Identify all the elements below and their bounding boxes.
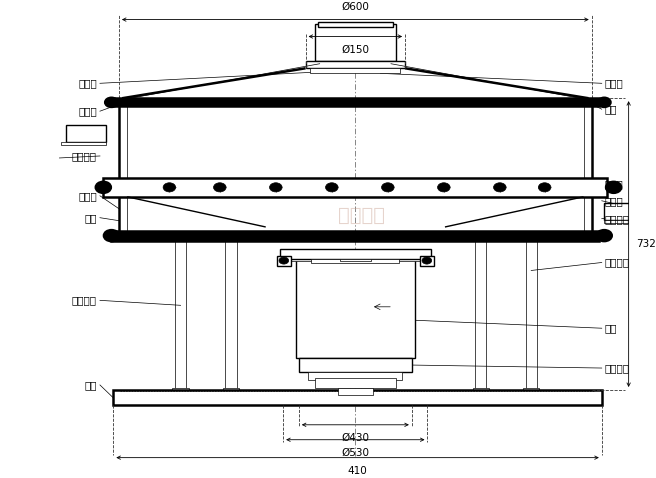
Circle shape — [598, 98, 611, 107]
Bar — [306, 61, 405, 68]
Bar — [112, 98, 599, 107]
Circle shape — [325, 183, 338, 192]
Bar — [299, 358, 412, 372]
Text: Ø150: Ø150 — [341, 45, 369, 55]
Text: Ø600: Ø600 — [341, 1, 369, 11]
Circle shape — [606, 182, 621, 193]
Circle shape — [105, 98, 117, 107]
Circle shape — [279, 257, 289, 264]
Bar — [523, 388, 539, 393]
Text: 弹跳球: 弹跳球 — [605, 196, 624, 206]
Bar — [308, 372, 402, 380]
Text: 410: 410 — [348, 466, 367, 476]
Bar — [604, 220, 650, 223]
Text: 732: 732 — [636, 239, 656, 249]
Bar — [420, 256, 434, 266]
Circle shape — [270, 183, 282, 192]
Text: 上框: 上框 — [605, 104, 617, 114]
Text: 防尘盖: 防尘盖 — [78, 78, 97, 88]
Bar — [472, 388, 489, 393]
Text: 进料口: 进料口 — [605, 78, 624, 88]
Bar — [103, 178, 607, 197]
Bar — [340, 259, 371, 261]
Text: 粗出料口: 粗出料口 — [72, 151, 97, 161]
Text: 小束环: 小束环 — [78, 106, 97, 116]
Bar — [338, 388, 373, 395]
Bar — [280, 249, 430, 259]
Bar — [173, 388, 189, 393]
Bar — [291, 256, 420, 261]
Bar — [60, 142, 106, 145]
Circle shape — [493, 183, 506, 192]
Bar — [310, 68, 400, 73]
Circle shape — [96, 182, 111, 193]
Bar — [277, 256, 291, 266]
Circle shape — [163, 183, 176, 192]
Text: 减震弹簧: 减震弹簧 — [72, 295, 97, 305]
Circle shape — [597, 230, 612, 241]
Text: 底座: 底座 — [85, 380, 97, 390]
Bar — [604, 203, 645, 220]
Bar — [315, 23, 396, 61]
Circle shape — [539, 183, 551, 192]
Bar — [296, 256, 415, 358]
Bar — [315, 378, 396, 388]
Bar — [112, 231, 599, 240]
Text: 细出料口: 细出料口 — [605, 214, 630, 224]
Bar — [66, 125, 106, 142]
Circle shape — [104, 230, 119, 241]
Text: 电机: 电机 — [605, 323, 617, 333]
Circle shape — [438, 183, 450, 192]
Text: 底框: 底框 — [85, 213, 97, 223]
Circle shape — [382, 183, 394, 192]
Bar — [312, 259, 400, 263]
Circle shape — [214, 183, 226, 192]
Bar — [318, 22, 392, 27]
Text: 大汉机械: 大汉机械 — [338, 206, 385, 225]
Circle shape — [422, 257, 432, 264]
Text: 大束环: 大束环 — [78, 191, 97, 201]
Bar — [113, 390, 602, 405]
Text: Ø530: Ø530 — [341, 448, 369, 458]
Text: 挡球环: 挡球环 — [605, 179, 624, 189]
Text: 上部重锤: 上部重锤 — [605, 258, 630, 268]
Text: 下部重锤: 下部重锤 — [605, 363, 630, 373]
Text: Ø430: Ø430 — [341, 433, 369, 443]
Bar — [223, 388, 239, 393]
